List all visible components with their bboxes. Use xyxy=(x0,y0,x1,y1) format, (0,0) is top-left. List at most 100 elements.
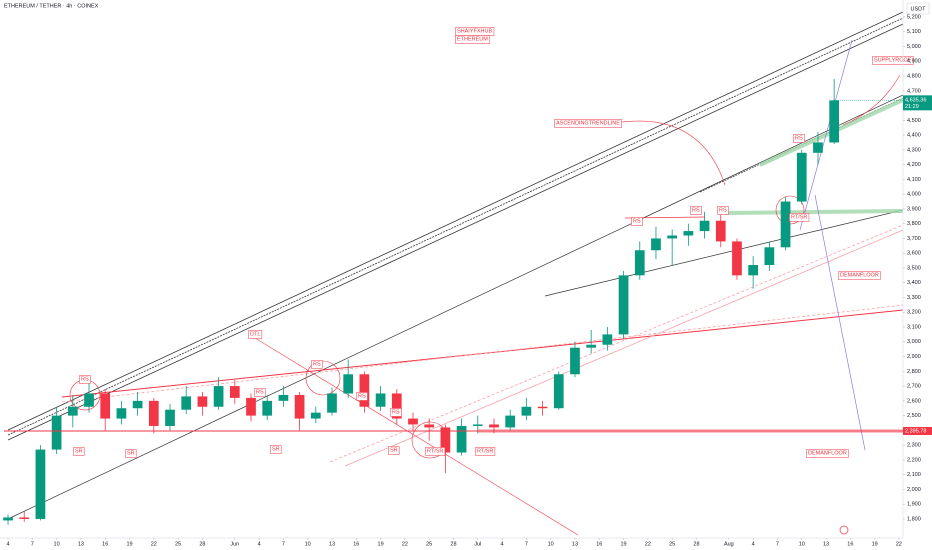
y-tick-label: 3,100 xyxy=(907,324,921,330)
level-label: 2,395.78 xyxy=(905,428,926,434)
annotation-box xyxy=(475,447,496,456)
annotation-box xyxy=(631,217,643,226)
trendline xyxy=(7,17,904,436)
candle-body xyxy=(440,427,451,453)
x-tick-label: 4 xyxy=(501,541,504,547)
candle-body xyxy=(570,347,580,375)
annotation: RT/SR xyxy=(427,448,443,454)
zone xyxy=(724,209,904,215)
candle-body xyxy=(213,386,224,407)
y-tick-label: 3,000 xyxy=(907,339,921,345)
y-tick-label: 2,600 xyxy=(907,398,921,404)
annotation: RS xyxy=(692,207,700,213)
x-tick-label: 22 xyxy=(645,541,651,547)
candles xyxy=(3,78,840,525)
annotation-box xyxy=(838,271,881,280)
y-tick-label: 4,200 xyxy=(907,162,921,168)
y-tick-label: 3,900 xyxy=(907,206,921,212)
candle-body xyxy=(327,393,337,413)
annotation: RT/SR xyxy=(791,214,807,220)
trendline xyxy=(814,194,866,451)
candle-body xyxy=(667,235,678,239)
curve xyxy=(614,120,726,186)
x-tick-label: Aug xyxy=(724,541,734,547)
annotation-box xyxy=(425,447,446,456)
y-tick-label: 4,500 xyxy=(907,118,921,124)
candle-body xyxy=(310,412,321,419)
x-tick-label: 22 xyxy=(896,541,902,547)
x-tick-label: 19 xyxy=(378,541,384,547)
candle-body xyxy=(246,397,256,416)
last-price-label: 4,635.36 xyxy=(905,97,926,103)
candle-body xyxy=(35,449,46,519)
x-tick-label: 19 xyxy=(126,541,132,547)
annotation-box xyxy=(806,449,849,458)
y-tick-label: 4,700 xyxy=(907,88,921,94)
candle-body xyxy=(132,400,143,409)
annotation-box xyxy=(248,330,263,339)
annotation-box xyxy=(125,449,137,458)
annotation-box xyxy=(390,408,402,417)
y-tick-label: 2,000 xyxy=(907,487,921,493)
annotation-box xyxy=(356,392,368,401)
x-tick-label: 16 xyxy=(847,541,853,547)
candle-body xyxy=(165,409,175,426)
candle-body xyxy=(100,393,111,419)
x-tick-label: 19 xyxy=(872,541,878,547)
last-price-box xyxy=(903,95,932,111)
annotation: SR xyxy=(127,450,135,456)
alert-icon xyxy=(839,525,849,535)
candle-body xyxy=(229,386,240,398)
candle-body xyxy=(116,408,127,419)
x-tick-label: 16 xyxy=(596,541,602,547)
y-axis-unit: USDT xyxy=(911,6,927,12)
candle-body xyxy=(715,220,726,242)
y-tick-label: 4,900 xyxy=(907,59,921,65)
y-tick-label: 2,700 xyxy=(907,384,921,390)
y-tick-label: 5,100 xyxy=(907,29,921,35)
y-tick-label: 3,700 xyxy=(907,236,921,242)
candle-body xyxy=(262,400,273,416)
y-tick-label: 4,400 xyxy=(907,133,921,139)
annotation: RS xyxy=(81,376,89,382)
trendline xyxy=(249,334,579,536)
candle-body xyxy=(456,425,467,453)
candle-body xyxy=(67,406,78,416)
chart-title: ETHEREUM / TETHER · 4h · COINEX xyxy=(4,3,99,9)
x-tick-label: 16 xyxy=(102,541,108,547)
x-tick-label: Jun xyxy=(230,541,239,547)
y-tick-label: 2,200 xyxy=(907,457,921,463)
x-tick-label: 25 xyxy=(669,541,675,547)
trendline xyxy=(7,23,904,441)
x-tick-label: 4 xyxy=(6,541,9,547)
x-tick-label: 19 xyxy=(621,541,627,547)
x-tick-label: 7 xyxy=(282,541,285,547)
y-tick-label: 4,000 xyxy=(907,192,921,198)
x-tick-label: 4 xyxy=(752,541,755,547)
annotation: DTL xyxy=(250,331,260,337)
annotation-box xyxy=(455,35,491,44)
x-tick-label: 25 xyxy=(175,541,181,547)
candle-body xyxy=(813,142,823,153)
annotation-box xyxy=(793,134,805,143)
annotation-box xyxy=(73,447,85,456)
x-tick-label: 28 xyxy=(450,541,456,547)
annotation-box xyxy=(554,119,622,128)
x-tick-label: Jul xyxy=(474,541,481,547)
y-tick-label: 3,400 xyxy=(907,280,921,286)
annotation: DEMANFLOOR xyxy=(808,450,847,456)
candle-body xyxy=(84,393,94,407)
annotation: RS xyxy=(256,389,264,395)
candle-body xyxy=(537,406,548,409)
candle-body xyxy=(343,374,354,394)
candle-body xyxy=(197,396,208,407)
candle-body xyxy=(618,275,629,335)
x-tick-label: 10 xyxy=(54,541,60,547)
candle-body xyxy=(424,424,435,428)
annotation-box xyxy=(311,360,323,369)
annotation-box xyxy=(388,446,400,455)
y-tick-label: 1,900 xyxy=(907,502,921,508)
candle-body xyxy=(181,396,192,410)
annotation: RS xyxy=(795,135,803,141)
candle-body xyxy=(553,374,564,409)
